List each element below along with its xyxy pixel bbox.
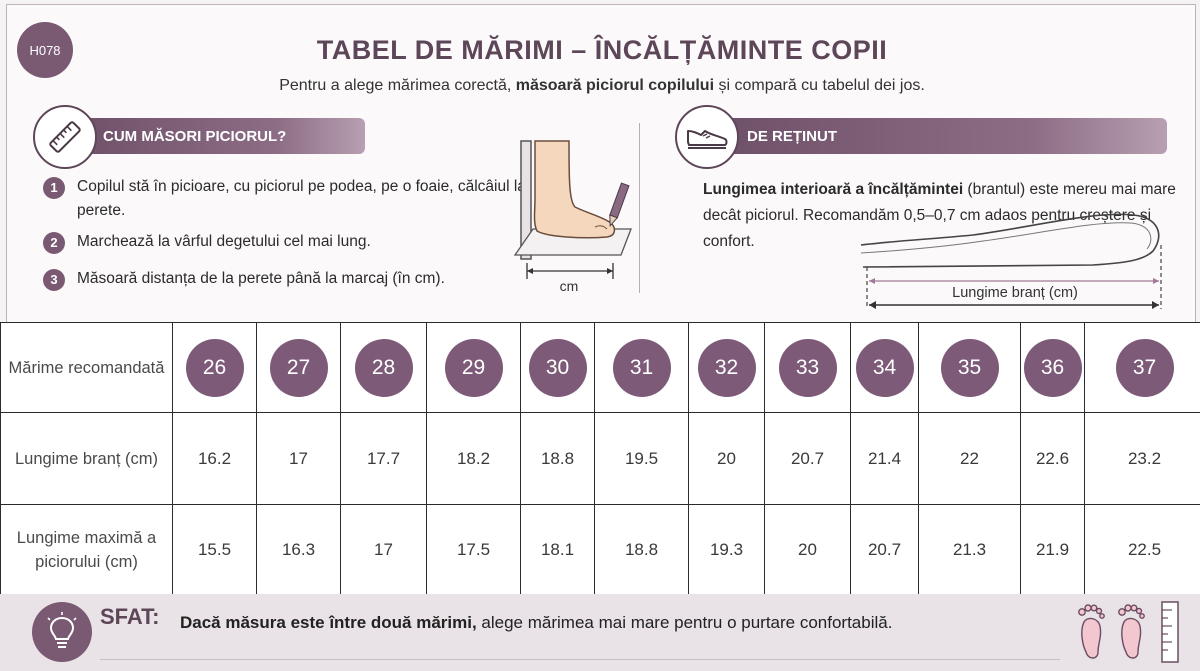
insole-cell: 22 — [918, 412, 1021, 505]
size-cell: 29 — [426, 322, 521, 413]
size-cell: 34 — [850, 322, 919, 413]
size-cell: 26 — [172, 322, 257, 413]
diagram-cm-label: cm — [560, 278, 579, 294]
size-cell: 35 — [918, 322, 1021, 413]
row-label-insole: Lungime branț (cm) — [0, 412, 173, 505]
foot-cell: 17.5 — [426, 504, 521, 595]
subtitle-post: și compară cu tabelul dei jos. — [714, 77, 925, 94]
step-2-text: Marchează la vârful degetului cel mai lu… — [77, 233, 371, 250]
foot-cell: 20 — [764, 504, 851, 595]
step-1-text: Copilul stă în picioare, cu piciorul pe … — [77, 178, 526, 219]
size-badge: 34 — [855, 338, 914, 397]
table-row-foot: Lungime maximă a piciorului (cm) 15.5 16… — [0, 504, 1200, 595]
size-badge: 35 — [940, 338, 999, 397]
insole-cell: 23.2 — [1084, 412, 1200, 505]
foot-cell: 18.8 — [594, 504, 689, 595]
tip-bar: SFAT: Dacă măsura este între două mărimi… — [0, 594, 1200, 671]
size-badge: 29 — [444, 338, 503, 397]
insole-cell: 17.7 — [340, 412, 427, 505]
size-badge: 27 — [269, 338, 328, 397]
remember-heading: DE REȚINUT — [747, 127, 837, 145]
remember-note: Lungimea interioară a încălțămintei (bra… — [703, 177, 1183, 255]
tip-label: SFAT: — [100, 604, 160, 629]
step-3-number: 3 — [43, 269, 65, 291]
foot-cell: 21.9 — [1020, 504, 1085, 595]
insole-cell: 16.2 — [172, 412, 257, 505]
size-cell: 37 — [1084, 322, 1200, 413]
shoe-icon — [675, 105, 739, 169]
insole-cell: 20 — [688, 412, 765, 505]
size-table: Mărime recomandată 26 27 28 29 30 31 32 … — [0, 322, 1200, 595]
size-cell: 28 — [340, 322, 427, 413]
foot-cell: 22.5 — [1084, 504, 1200, 595]
step-1-number: 1 — [43, 177, 65, 199]
foot-cell: 16.3 — [256, 504, 341, 595]
foot-cell: 17 — [340, 504, 427, 595]
size-badge: 37 — [1115, 338, 1174, 397]
size-badge: 26 — [185, 338, 244, 397]
table-row-size: Mărime recomandată 26 27 28 29 30 31 32 … — [0, 322, 1200, 413]
ruler-icon — [33, 105, 97, 169]
size-badge: 36 — [1023, 338, 1082, 397]
measure-banner: CUM MĂSORI PICIORUL? — [73, 118, 365, 154]
insole-cell: 21.4 — [850, 412, 919, 505]
remember-note-bold: Lungimea interioară a încălțămintei — [703, 181, 964, 198]
measure-heading: CUM MĂSORI PICIORUL? — [103, 127, 287, 145]
lightbulb-icon — [32, 602, 92, 662]
foot-measure-illustration: cm — [513, 140, 632, 294]
insole-cell: 17 — [256, 412, 341, 505]
size-cell: 36 — [1020, 322, 1085, 413]
subtitle-pre: Pentru a alege mărimea corectă, — [279, 77, 516, 94]
insole-cell: 18.2 — [426, 412, 521, 505]
insole-cell: 19.5 — [594, 412, 689, 505]
size-cell: 32 — [688, 322, 765, 413]
subtitle-bold: măsoară piciorul copilului — [515, 77, 715, 94]
product-code-badge: H078 — [17, 22, 73, 78]
remember-note-rest: (brantul) este mereu mai mare decât pici… — [703, 181, 1176, 250]
size-cell: 27 — [256, 322, 341, 413]
insole-length-label: Lungime branț (cm) — [952, 285, 1078, 301]
measuring-stick-icon — [1161, 601, 1179, 663]
insole-illustration: Lungime branț (cm) — [860, 213, 1162, 309]
step-3-text: Măsoară distanța de la perete până la ma… — [77, 270, 445, 287]
row-label-size: Mărime recomandată — [0, 322, 173, 413]
row-label-foot: Lungime maximă a piciorului (cm) — [0, 504, 173, 595]
size-badge: 30 — [528, 338, 587, 397]
step-2-number: 2 — [43, 232, 65, 254]
size-cell: 31 — [594, 322, 689, 413]
page-title: TABEL DE MĂRIMI – ÎNCĂLȚĂMINTE COPII — [316, 35, 888, 65]
footprints-icon — [1078, 604, 1145, 659]
size-badge: 33 — [778, 338, 837, 397]
remember-banner: DE REȚINUT — [717, 118, 1167, 154]
size-badge: 32 — [697, 338, 756, 397]
size-badge: 28 — [354, 338, 413, 397]
size-cell: 33 — [764, 322, 851, 413]
tip-divider-line — [100, 659, 1060, 660]
tip-text: Dacă măsura este între două mărimi, aleg… — [180, 613, 892, 633]
table-row-insole: Lungime branț (cm) 16.2 17 17.7 18.2 18.… — [0, 412, 1200, 505]
info-panel: H078 TABEL DE MĂRIMI – ÎNCĂLȚĂMINTE COPI… — [6, 4, 1196, 322]
page-subtitle: Pentru a alege mărimea corectă, măsoară … — [7, 77, 1197, 95]
foot-cell: 18.1 — [520, 504, 595, 595]
tip-text-rest: alege mărimea mai mare pentru o purtare … — [476, 613, 893, 632]
size-badge: 31 — [612, 338, 671, 397]
size-cell: 30 — [520, 322, 595, 413]
insole-cell: 20.7 — [764, 412, 851, 505]
foot-cell: 21.3 — [918, 504, 1021, 595]
foot-cell: 15.5 — [172, 504, 257, 595]
foot-cell: 20.7 — [850, 504, 919, 595]
tip-text-bold: Dacă măsura este între două mărimi, — [180, 613, 477, 632]
section-divider — [639, 123, 640, 293]
insole-cell: 18.8 — [520, 412, 595, 505]
foot-cell: 19.3 — [688, 504, 765, 595]
insole-cell: 22.6 — [1020, 412, 1085, 505]
